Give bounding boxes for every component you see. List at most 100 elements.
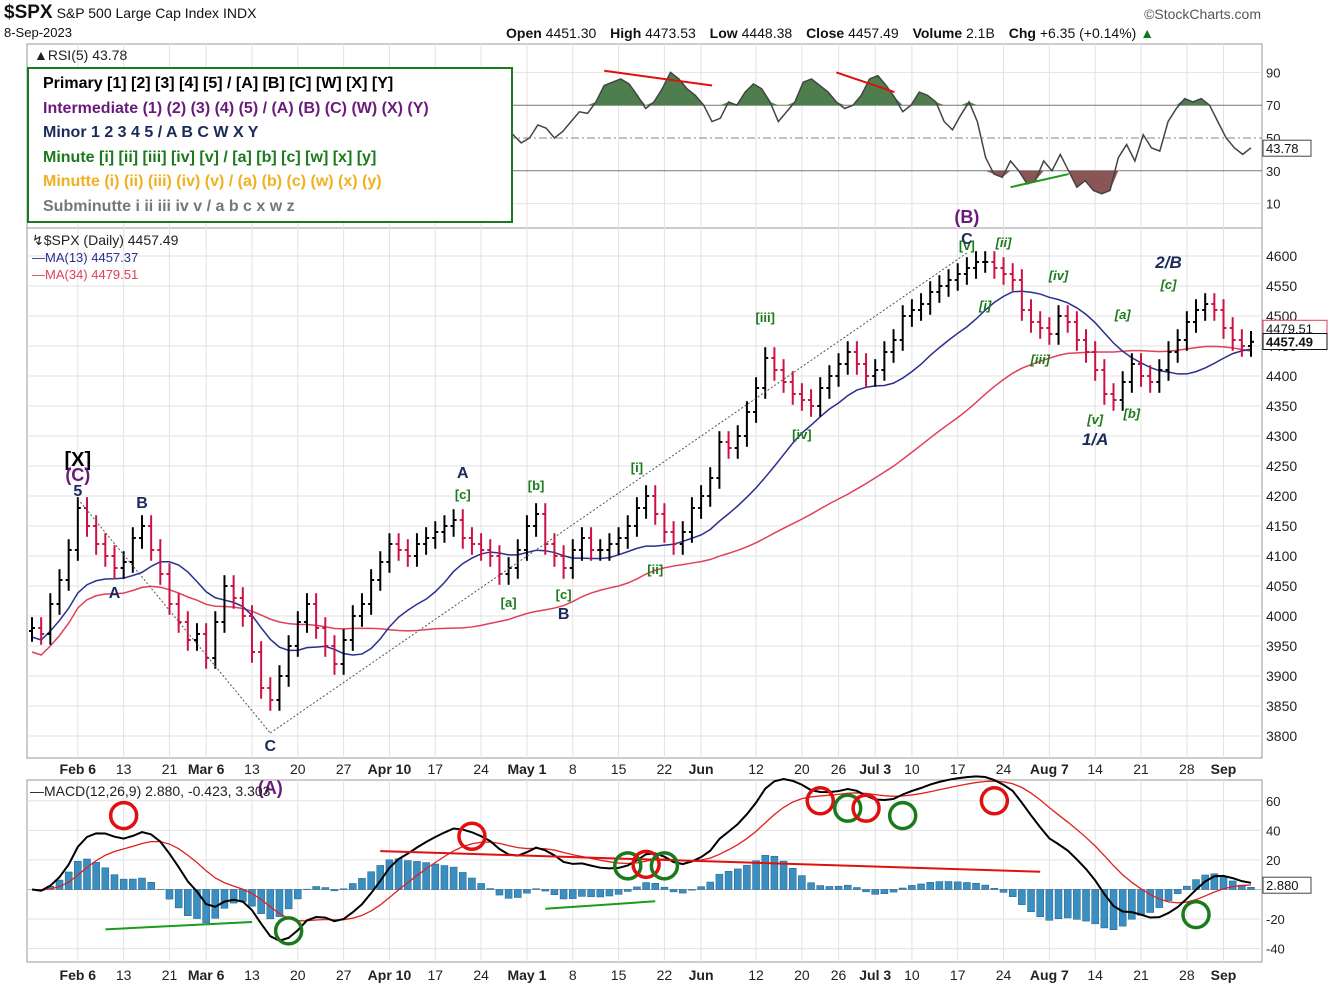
price-bar — [789, 371, 796, 405]
symbol: $SPX — [4, 2, 53, 23]
price-bar — [853, 341, 860, 375]
x-tick: 28 — [1179, 967, 1195, 983]
legend-entry: Subminutte i ii iii iv v / a b c x w z — [43, 197, 295, 215]
price-bar — [844, 341, 851, 375]
price-tick: 4550 — [1266, 278, 1297, 294]
macd-hist-bar — [853, 887, 861, 890]
price-bar — [826, 365, 833, 399]
price-tick: 4300 — [1266, 428, 1297, 444]
rsi-label: ▲RSI(5) 43.78 — [34, 47, 127, 63]
price-bar — [1000, 257, 1007, 285]
ma34-line — [31, 345, 1252, 656]
price-bar — [175, 593, 182, 633]
macd-hist-bar — [880, 889, 889, 894]
wave-label: [X] — [64, 449, 91, 471]
x-tick: 27 — [336, 761, 352, 777]
wave-label: [c] — [556, 587, 572, 602]
macd-hist-bar — [229, 889, 238, 904]
high-value: 4473.53 — [645, 25, 696, 41]
crossover-circle-green — [887, 800, 918, 831]
price-bar — [358, 593, 365, 627]
x-tick: Mar 6 — [188, 761, 225, 777]
price-bar — [1064, 305, 1071, 333]
price-bar — [551, 533, 558, 567]
crossover-circle-red — [457, 821, 487, 852]
rsi-divergence-red — [604, 69, 713, 87]
price-tick: 4200 — [1266, 488, 1297, 504]
price-bar — [606, 533, 613, 561]
macd-hist-bar — [459, 872, 467, 890]
price-bar — [1156, 359, 1163, 393]
price-bar — [936, 275, 943, 303]
price-tick: 4250 — [1266, 458, 1297, 474]
price-bar — [276, 665, 283, 711]
macd-tick: -20 — [1266, 912, 1285, 927]
price-bar — [863, 353, 870, 387]
price-bar — [1055, 305, 1062, 345]
price-bar — [322, 617, 329, 657]
price-bar — [38, 617, 45, 645]
x-tick: 20 — [290, 761, 306, 777]
price-bar — [817, 377, 824, 417]
price-bar — [239, 587, 246, 627]
macd-hist-bar — [724, 871, 733, 890]
macd-hist-bar — [1228, 880, 1237, 890]
price-bar — [29, 617, 35, 642]
macd-hist-bar — [1100, 889, 1109, 929]
price-bar — [725, 431, 732, 459]
price-bar — [1229, 317, 1236, 351]
price-bar — [542, 503, 549, 555]
price-bar — [505, 557, 512, 585]
rsi-divergence-green — [1010, 173, 1069, 189]
x-tick: 22 — [657, 967, 673, 983]
price-bar — [652, 485, 659, 525]
brand-logo[interactable]: ©StockCharts.com — [1144, 6, 1261, 22]
x-tick: Sep — [1211, 761, 1237, 777]
price-bar — [624, 515, 631, 549]
x-tick: Apr 10 — [368, 967, 412, 983]
macd-hist-bar — [275, 889, 284, 917]
macd-hist-bar — [972, 883, 980, 890]
macd-hist-bar — [706, 881, 714, 890]
price-bar — [386, 533, 393, 573]
crossover-circle-green — [1181, 899, 1211, 930]
x-tick: Jun — [689, 967, 714, 983]
macd-hist-bar — [220, 889, 229, 909]
x-tick: May 1 — [507, 761, 546, 777]
x-tick: 24 — [996, 761, 1012, 777]
macd-hist-bar — [1118, 889, 1127, 927]
price-bar — [74, 497, 81, 561]
x-tick: 17 — [950, 761, 966, 777]
price-bar — [1248, 331, 1254, 357]
open-label: Open — [506, 25, 542, 41]
macd-hist-bar — [715, 873, 724, 890]
price-bar — [927, 281, 934, 315]
x-tick: Aug 7 — [1030, 761, 1069, 777]
macd-hist-bar — [917, 883, 925, 890]
wave-label: [a] — [1114, 307, 1132, 322]
price-bar — [798, 383, 805, 411]
macd-hist-bar — [422, 862, 430, 890]
rsi-last-tag — [1262, 139, 1312, 157]
macd-hist-bar — [1082, 889, 1090, 922]
price-bar — [991, 251, 998, 279]
macd-hist-bar — [669, 889, 678, 893]
macd-hist-bar — [944, 881, 953, 890]
macd-hist-bar — [981, 884, 989, 890]
price-bar — [441, 515, 448, 543]
price-bar — [129, 527, 136, 573]
macd-hist-bar — [788, 867, 797, 890]
x-tick: 27 — [336, 967, 352, 983]
macd-hist-bar — [449, 866, 458, 890]
price-bar — [1174, 329, 1181, 363]
price-bar — [413, 533, 420, 567]
price-bar — [1165, 341, 1172, 381]
price-bar — [523, 515, 530, 561]
price-bar — [212, 611, 219, 669]
macd-hist-bar — [248, 889, 256, 907]
price-label: ↯$SPX (Daily) 4457.49 — [32, 232, 179, 248]
price-bar — [184, 611, 191, 651]
price-bar — [780, 359, 787, 393]
x-tick: 22 — [657, 761, 673, 777]
macd-hist-bar — [963, 882, 971, 890]
